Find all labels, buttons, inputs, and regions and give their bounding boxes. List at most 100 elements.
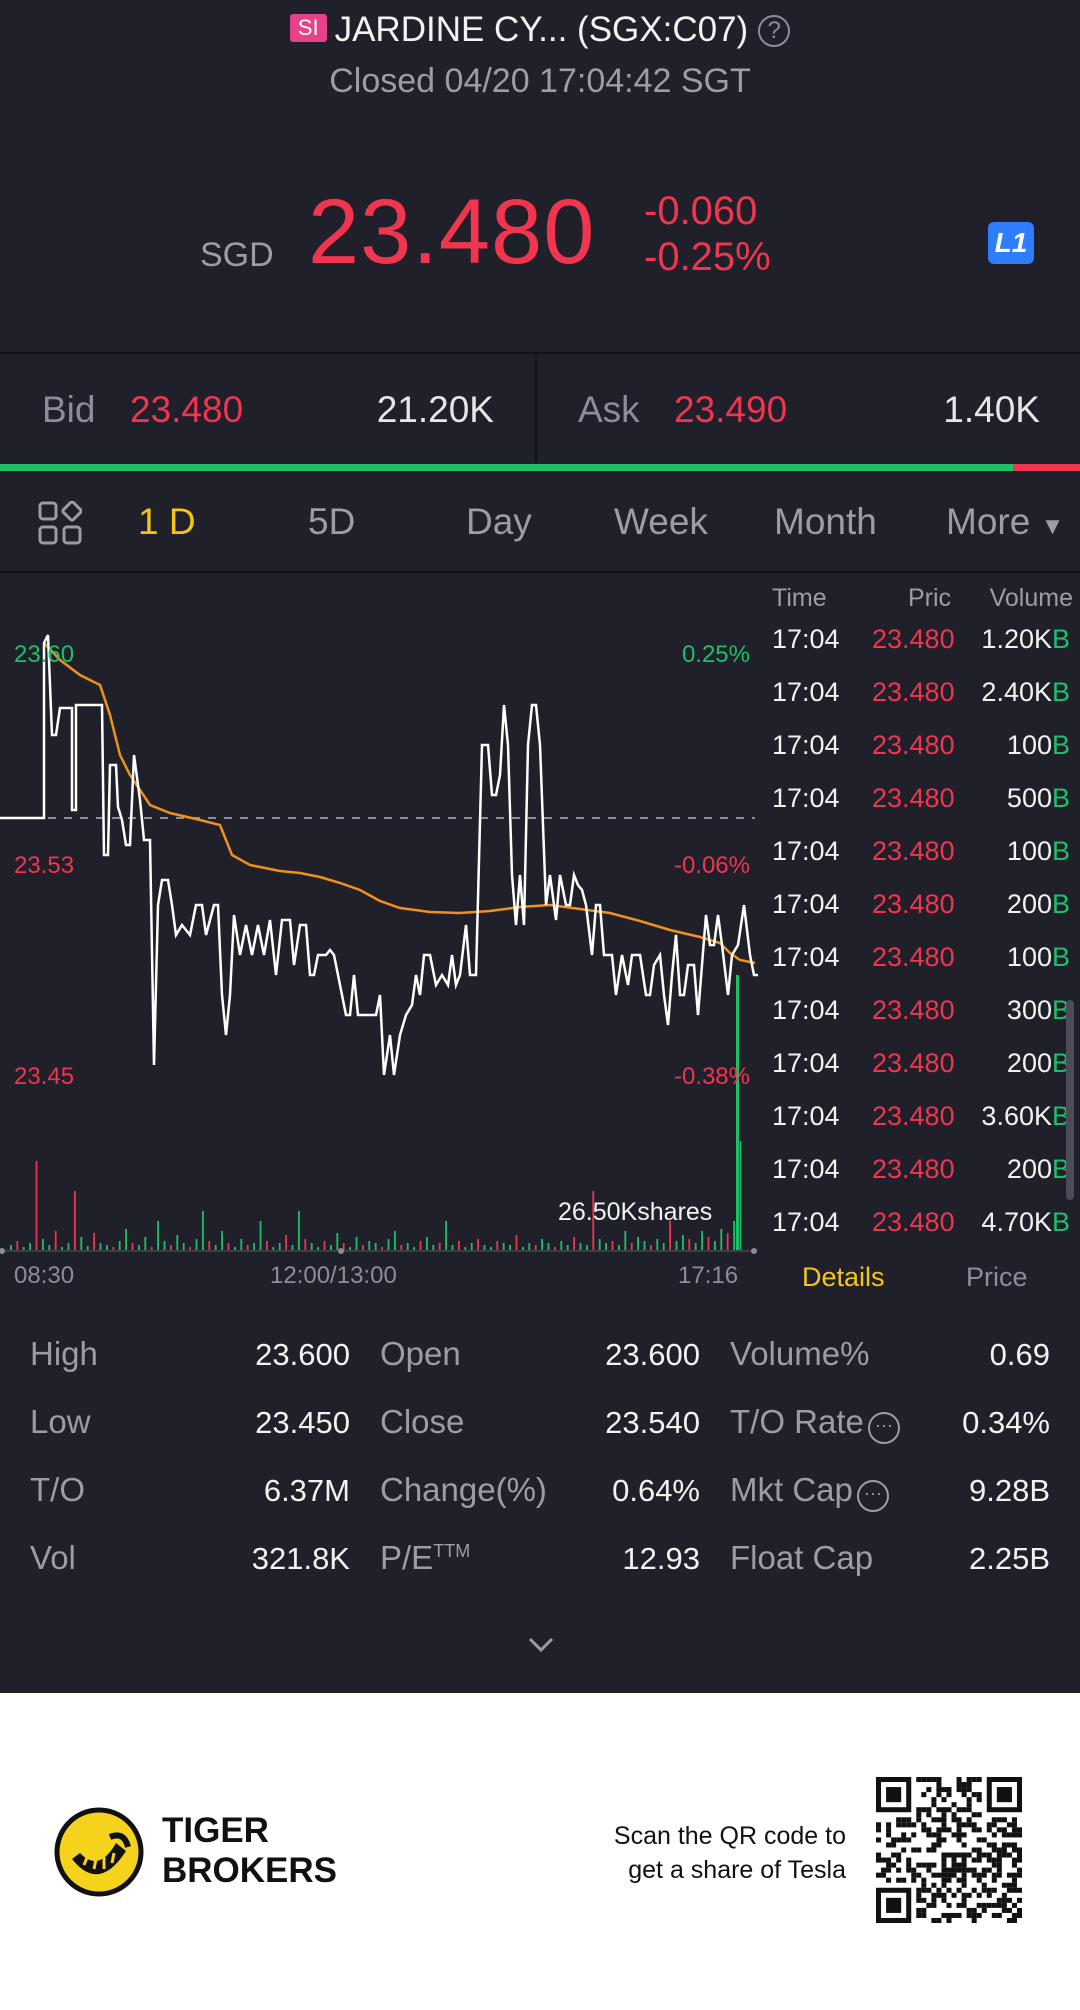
volume-bar — [413, 1247, 415, 1251]
volume-bar — [726, 1233, 729, 1251]
volume-bar — [534, 1245, 537, 1251]
volume-bar — [150, 1247, 153, 1251]
volume-bar — [35, 1161, 38, 1251]
trade-flag: B — [1051, 677, 1070, 707]
bid-label: Bid — [42, 389, 96, 430]
trade-volume: 300B — [1006, 995, 1070, 1025]
more-info-icon[interactable]: ··· — [856, 1480, 889, 1512]
volume-bar — [701, 1231, 703, 1251]
stat-value: 23.540 — [605, 1405, 700, 1440]
tab-details[interactable]: Details — [802, 1262, 885, 1292]
stat-value: 23.600 — [255, 1337, 350, 1372]
volume-bar — [406, 1243, 409, 1251]
stat-value: 23.600 — [605, 1337, 700, 1372]
volume-bar — [515, 1235, 518, 1251]
chevron-down-icon[interactable] — [527, 1636, 555, 1654]
tab-week[interactable]: Week — [614, 501, 708, 542]
stock-title-row[interactable]: SI JARDINE CY... (SGX:C07)? — [0, 10, 1080, 50]
volume-bar — [208, 1241, 211, 1251]
trade-time: 17:04 — [772, 783, 840, 813]
trade-flag: B — [1051, 1048, 1070, 1078]
volume-bar — [438, 1243, 441, 1251]
axis-dot — [0, 1248, 5, 1254]
trade-price: 23.480 — [872, 1101, 955, 1131]
volume-bar — [362, 1245, 364, 1251]
volume-bar — [394, 1231, 396, 1251]
volume-bar — [445, 1221, 447, 1251]
trade-time: 17:04 — [772, 942, 840, 972]
volume-bar — [656, 1239, 659, 1251]
volume-bar — [118, 1241, 121, 1251]
grid-icon[interactable] — [38, 501, 82, 545]
trade-time: 17:04 — [772, 730, 840, 760]
trade-flag: B — [1051, 624, 1070, 654]
volume-bar — [253, 1243, 255, 1251]
volume-bar — [547, 1243, 550, 1251]
volume-bar — [605, 1243, 607, 1251]
volume-bar — [470, 1243, 473, 1251]
price-line — [0, 634, 758, 1076]
trade-time: 17:04 — [772, 1048, 840, 1078]
y-label-mid: 23.53 — [14, 852, 75, 879]
trade-row: 17:04 23.480 500B — [772, 783, 1080, 836]
y-label-low: 23.45 — [14, 1063, 75, 1090]
trade-price: 23.480 — [872, 1048, 955, 1078]
volume-bar — [387, 1239, 390, 1251]
volume-bar — [598, 1239, 601, 1251]
x-label-start: 08:30 — [14, 1262, 75, 1289]
volume-bar — [579, 1243, 582, 1251]
divider — [0, 571, 1080, 573]
trade-time: 17:04 — [772, 1207, 840, 1237]
volume-bar — [195, 1239, 198, 1251]
x-label-mid: 12:00/13:00 — [270, 1262, 397, 1289]
pct-label-low: -0.38% — [673, 1063, 750, 1090]
market-status: Closed 04/20 17:04:42 SGT — [329, 62, 751, 100]
tab-more-label: More — [946, 501, 1031, 542]
trade-volume: 500B — [1006, 783, 1070, 813]
trade-row: 17:04 23.480 200B — [772, 889, 1080, 942]
tab-5d[interactable]: 5D — [308, 501, 356, 542]
axis-dot — [338, 1248, 344, 1254]
price-change: -0.060 -0.25% — [644, 188, 771, 280]
volume-bar — [16, 1241, 19, 1251]
trade-row: 17:04 23.480 1.20KB — [772, 624, 1080, 677]
tab-more[interactable]: More ▼ — [946, 501, 1064, 543]
help-icon[interactable]: ? — [758, 15, 791, 47]
bid-price: 23.480 — [130, 389, 244, 430]
volume-bar — [694, 1243, 697, 1251]
stat-label: Low — [30, 1403, 91, 1440]
trade-time: 17:04 — [772, 677, 840, 707]
more-info-icon[interactable]: ··· — [867, 1412, 900, 1444]
volume-bar — [426, 1237, 428, 1251]
trade-flag: B — [1051, 836, 1070, 866]
level1-icon[interactable]: L1 — [988, 222, 1034, 264]
volume-bar — [451, 1245, 454, 1251]
trade-row: 17:04 23.480 100B — [772, 836, 1080, 889]
volume-bar — [99, 1243, 102, 1251]
trade-flag: B — [1051, 1207, 1070, 1237]
volume-bar — [227, 1243, 230, 1251]
stock-title: JARDINE CY... (SGX:C07) — [334, 10, 749, 49]
bid-ask-panel: Bid 23.480 21.20K Ask 23.490 1.40K — [0, 355, 1080, 463]
trade-price: 23.480 — [872, 1154, 955, 1184]
tab-price[interactable]: Price — [966, 1262, 1028, 1292]
bid-ratio-bar — [0, 464, 1013, 471]
volume-bar — [22, 1247, 25, 1251]
trade-time: 17:04 — [772, 1101, 840, 1131]
stat-label: Float Cap — [730, 1539, 874, 1576]
trade-flag: B — [1051, 730, 1070, 760]
stat-value: 0.64% — [612, 1473, 700, 1508]
volume-bar — [86, 1246, 89, 1251]
trades-scrollbar[interactable] — [1066, 1000, 1074, 1200]
tab-day[interactable]: Day — [466, 501, 532, 542]
stat-label: P/ETTM — [380, 1539, 471, 1576]
volume-bar — [618, 1245, 620, 1251]
trade-volume: 200B — [1006, 1154, 1070, 1184]
tab-month[interactable]: Month — [774, 501, 877, 542]
tab-1d[interactable]: 1 D — [138, 501, 196, 542]
volume-bar — [330, 1245, 332, 1251]
volume-bar — [643, 1241, 646, 1251]
intraday-chart[interactable] — [0, 575, 765, 1285]
trade-volume: 4.70KB — [981, 1207, 1070, 1237]
volume-bar — [170, 1245, 172, 1251]
